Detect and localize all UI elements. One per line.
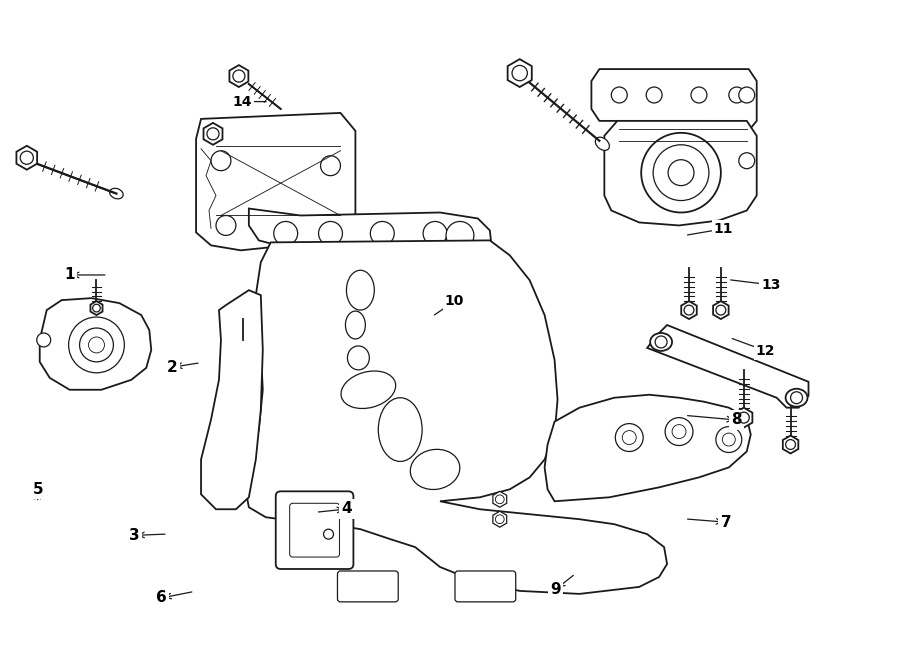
Text: 4: 4 [342,502,352,516]
Ellipse shape [110,188,123,199]
Circle shape [611,87,627,103]
Polygon shape [40,298,151,390]
Circle shape [320,216,340,236]
Polygon shape [647,325,808,408]
Circle shape [622,430,636,444]
Circle shape [655,336,667,348]
Circle shape [653,145,709,201]
Polygon shape [493,511,507,527]
Circle shape [319,222,343,246]
Ellipse shape [650,333,672,351]
Ellipse shape [346,311,365,339]
Polygon shape [246,240,667,594]
Circle shape [641,133,721,213]
Text: 1: 1 [64,267,75,283]
Polygon shape [713,301,729,319]
Polygon shape [493,491,507,507]
Text: 12: 12 [756,344,775,357]
Text: 7: 7 [721,514,732,530]
Circle shape [274,222,298,246]
Circle shape [323,529,334,539]
Polygon shape [508,59,532,87]
Circle shape [691,87,707,103]
Circle shape [672,424,686,438]
Text: 9: 9 [551,582,561,597]
FancyBboxPatch shape [275,491,354,569]
Polygon shape [203,123,222,145]
Circle shape [729,87,745,103]
FancyBboxPatch shape [338,571,398,602]
Text: 10: 10 [445,295,464,308]
Circle shape [616,424,644,451]
Circle shape [320,156,340,175]
Circle shape [37,333,50,347]
Polygon shape [783,436,798,453]
Ellipse shape [378,398,422,461]
Polygon shape [248,209,491,256]
Circle shape [665,418,693,446]
Ellipse shape [347,346,369,370]
Ellipse shape [346,270,374,310]
Polygon shape [196,113,356,250]
Text: 11: 11 [714,222,734,236]
Ellipse shape [595,137,609,150]
Polygon shape [91,301,103,315]
Circle shape [211,151,231,171]
Ellipse shape [341,371,396,408]
Polygon shape [544,395,751,501]
Text: 5: 5 [32,482,43,496]
Polygon shape [735,408,752,428]
Polygon shape [230,65,248,87]
Polygon shape [201,290,263,509]
Circle shape [739,87,755,103]
Text: 8: 8 [732,412,742,428]
Circle shape [646,87,662,103]
Polygon shape [681,301,697,319]
Circle shape [739,153,755,169]
Text: 6: 6 [156,591,166,606]
Circle shape [790,392,803,404]
Ellipse shape [410,449,460,489]
Circle shape [723,433,735,446]
Circle shape [216,216,236,236]
Ellipse shape [786,389,807,406]
Text: 13: 13 [761,278,780,292]
Polygon shape [16,146,37,169]
FancyBboxPatch shape [455,571,516,602]
FancyBboxPatch shape [290,503,339,557]
Text: 14: 14 [232,95,252,109]
Text: 2: 2 [166,359,177,375]
Circle shape [716,426,742,453]
Polygon shape [604,121,757,226]
Polygon shape [591,69,757,136]
Text: 3: 3 [130,528,140,543]
Circle shape [370,222,394,246]
Circle shape [668,160,694,185]
Circle shape [423,222,447,246]
Circle shape [236,305,250,319]
Circle shape [446,222,474,250]
